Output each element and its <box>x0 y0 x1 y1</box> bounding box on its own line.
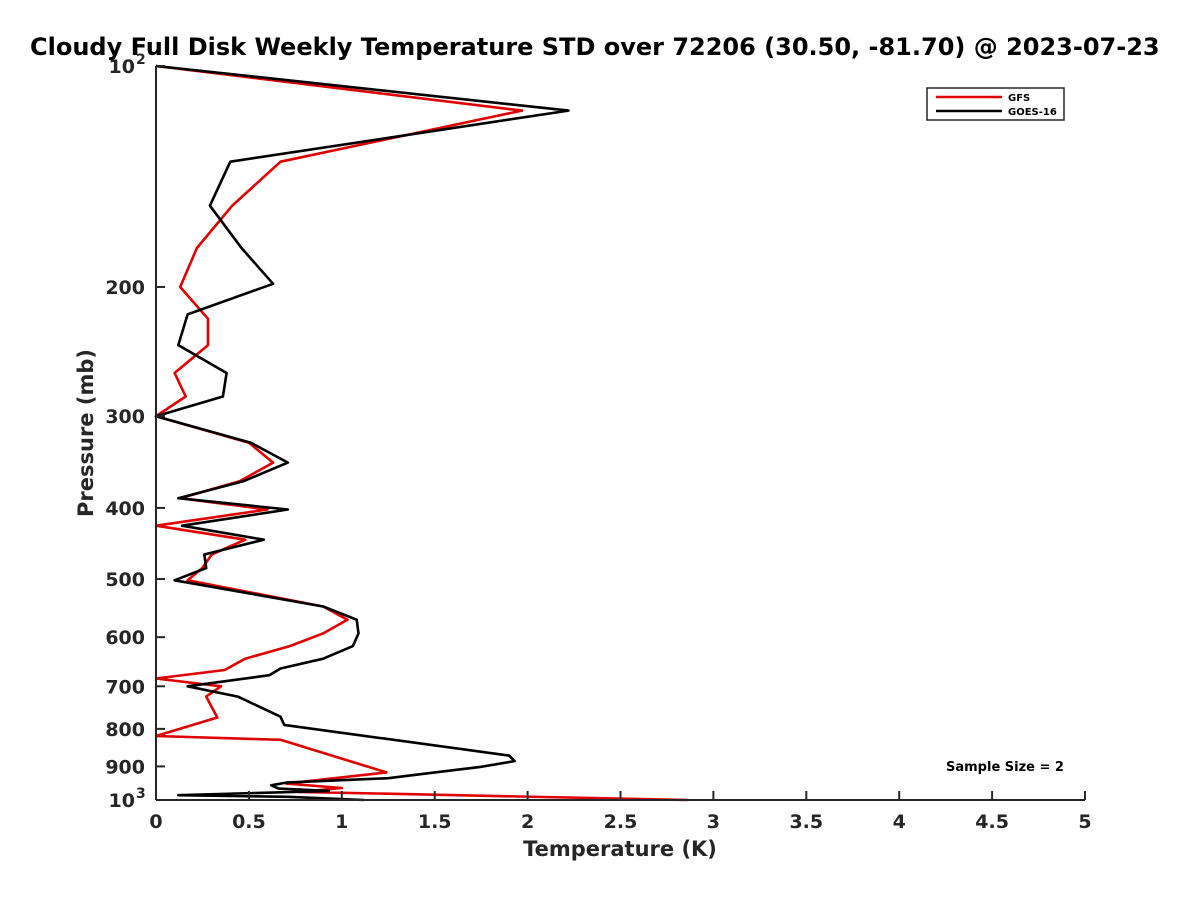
axes <box>155 66 1085 801</box>
x-tick-label: 3 <box>707 811 720 833</box>
y-tick-exponent: 3 <box>136 786 146 802</box>
x-axis-ticks: 0 0.5 1 1.5 2 2.5 3 3.5 4 4.5 5 <box>149 791 1092 833</box>
y-tick-label: 600 <box>105 627 145 649</box>
y-tick-label: 300 <box>105 406 145 428</box>
y-tick-exponent: 2 <box>136 52 146 68</box>
x-tick-label: 3.5 <box>789 811 823 833</box>
x-tick-label: 4 <box>893 811 906 833</box>
y-tick-label: 400 <box>105 498 145 520</box>
x-tick-label: 2 <box>521 811 534 833</box>
x-tick-label: 5 <box>1078 811 1091 833</box>
chart-title: Cloudy Full Disk Weekly Temperature STD … <box>30 33 1160 61</box>
x-tick-label: 1 <box>335 811 348 833</box>
x-tick-label: 1.5 <box>418 811 452 833</box>
y-tick-label: 10 <box>109 790 135 812</box>
plot-area <box>154 64 688 802</box>
y-tick-label: 700 <box>105 676 145 698</box>
legend-label: GOES-16 <box>1008 107 1057 118</box>
legend-box <box>926 87 1065 121</box>
y-tick-label: 800 <box>105 719 145 741</box>
y-tick-label: 10 <box>109 56 135 78</box>
y-tick-label: 500 <box>105 569 145 591</box>
series-line-gfs <box>154 64 688 802</box>
x-tick-label: 2.5 <box>604 811 638 833</box>
legend: GFS GOES-16 <box>926 87 1065 121</box>
y-axis-label: Pressure (mb) <box>74 349 98 517</box>
x-tick-label: 4.5 <box>975 811 1009 833</box>
x-tick-label: 0.5 <box>232 811 266 833</box>
legend-label: GFS <box>1008 93 1030 104</box>
y-tick-label: 200 <box>105 277 145 299</box>
sample-size-annotation: Sample Size = 2 <box>946 760 1064 775</box>
series-line-goes-16 <box>154 64 570 802</box>
x-tick-label: 0 <box>149 811 162 833</box>
y-tick-label: 900 <box>105 756 145 778</box>
x-axis-label: Temperature (K) <box>523 837 717 861</box>
